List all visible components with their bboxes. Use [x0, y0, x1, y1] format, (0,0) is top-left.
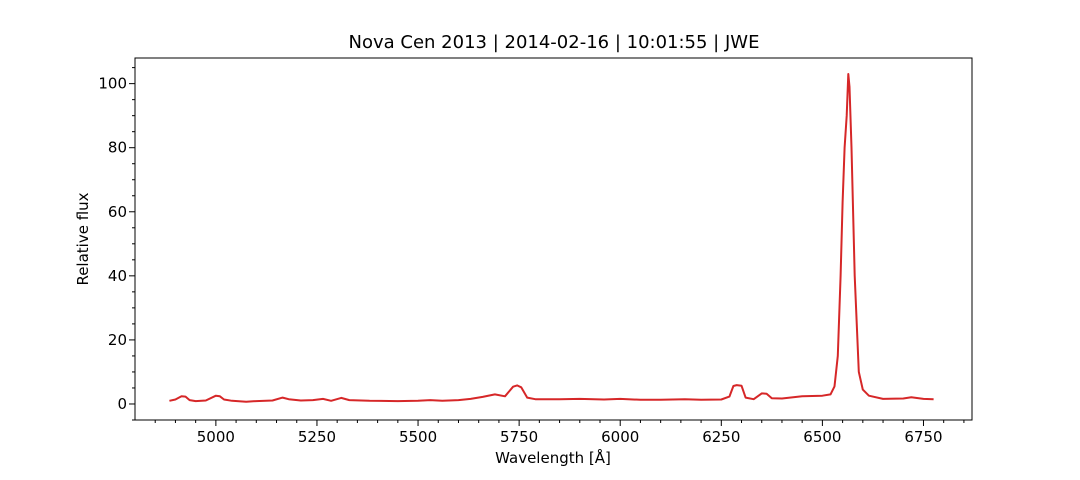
y-tick-label: 60 [108, 203, 127, 221]
x-tick-label: 5000 [197, 428, 235, 446]
y-tick-label: 80 [108, 139, 127, 157]
y-tick-label: 40 [108, 267, 127, 285]
x-tick-label: 5500 [399, 428, 437, 446]
y-tick-label: 100 [98, 75, 127, 93]
x-axis-label: Wavelength [Å] [495, 448, 611, 467]
x-tick-label: 5250 [298, 428, 336, 446]
x-tick-label: 5750 [500, 428, 538, 446]
x-tick-label: 6500 [803, 428, 841, 446]
y-axis: 0 20 40 60 80 100 [98, 67, 135, 421]
spectrum-line [169, 73, 934, 403]
x-tick-label: 6250 [702, 428, 740, 446]
x-tick-label: 6750 [904, 428, 942, 446]
y-tick-label: 20 [108, 331, 127, 349]
chart-title: Nova Cen 2013 | 2014-02-16 | 10:01:55 | … [349, 32, 760, 53]
plot-area [134, 57, 973, 421]
x-axis: 5000 5250 5500 5750 6000 6250 6500 6750 [154, 420, 965, 446]
y-axis-label: Relative flux [74, 192, 92, 285]
y-tick-label: 0 [117, 395, 127, 413]
series-group [169, 73, 934, 403]
x-tick-label: 6000 [601, 428, 639, 446]
